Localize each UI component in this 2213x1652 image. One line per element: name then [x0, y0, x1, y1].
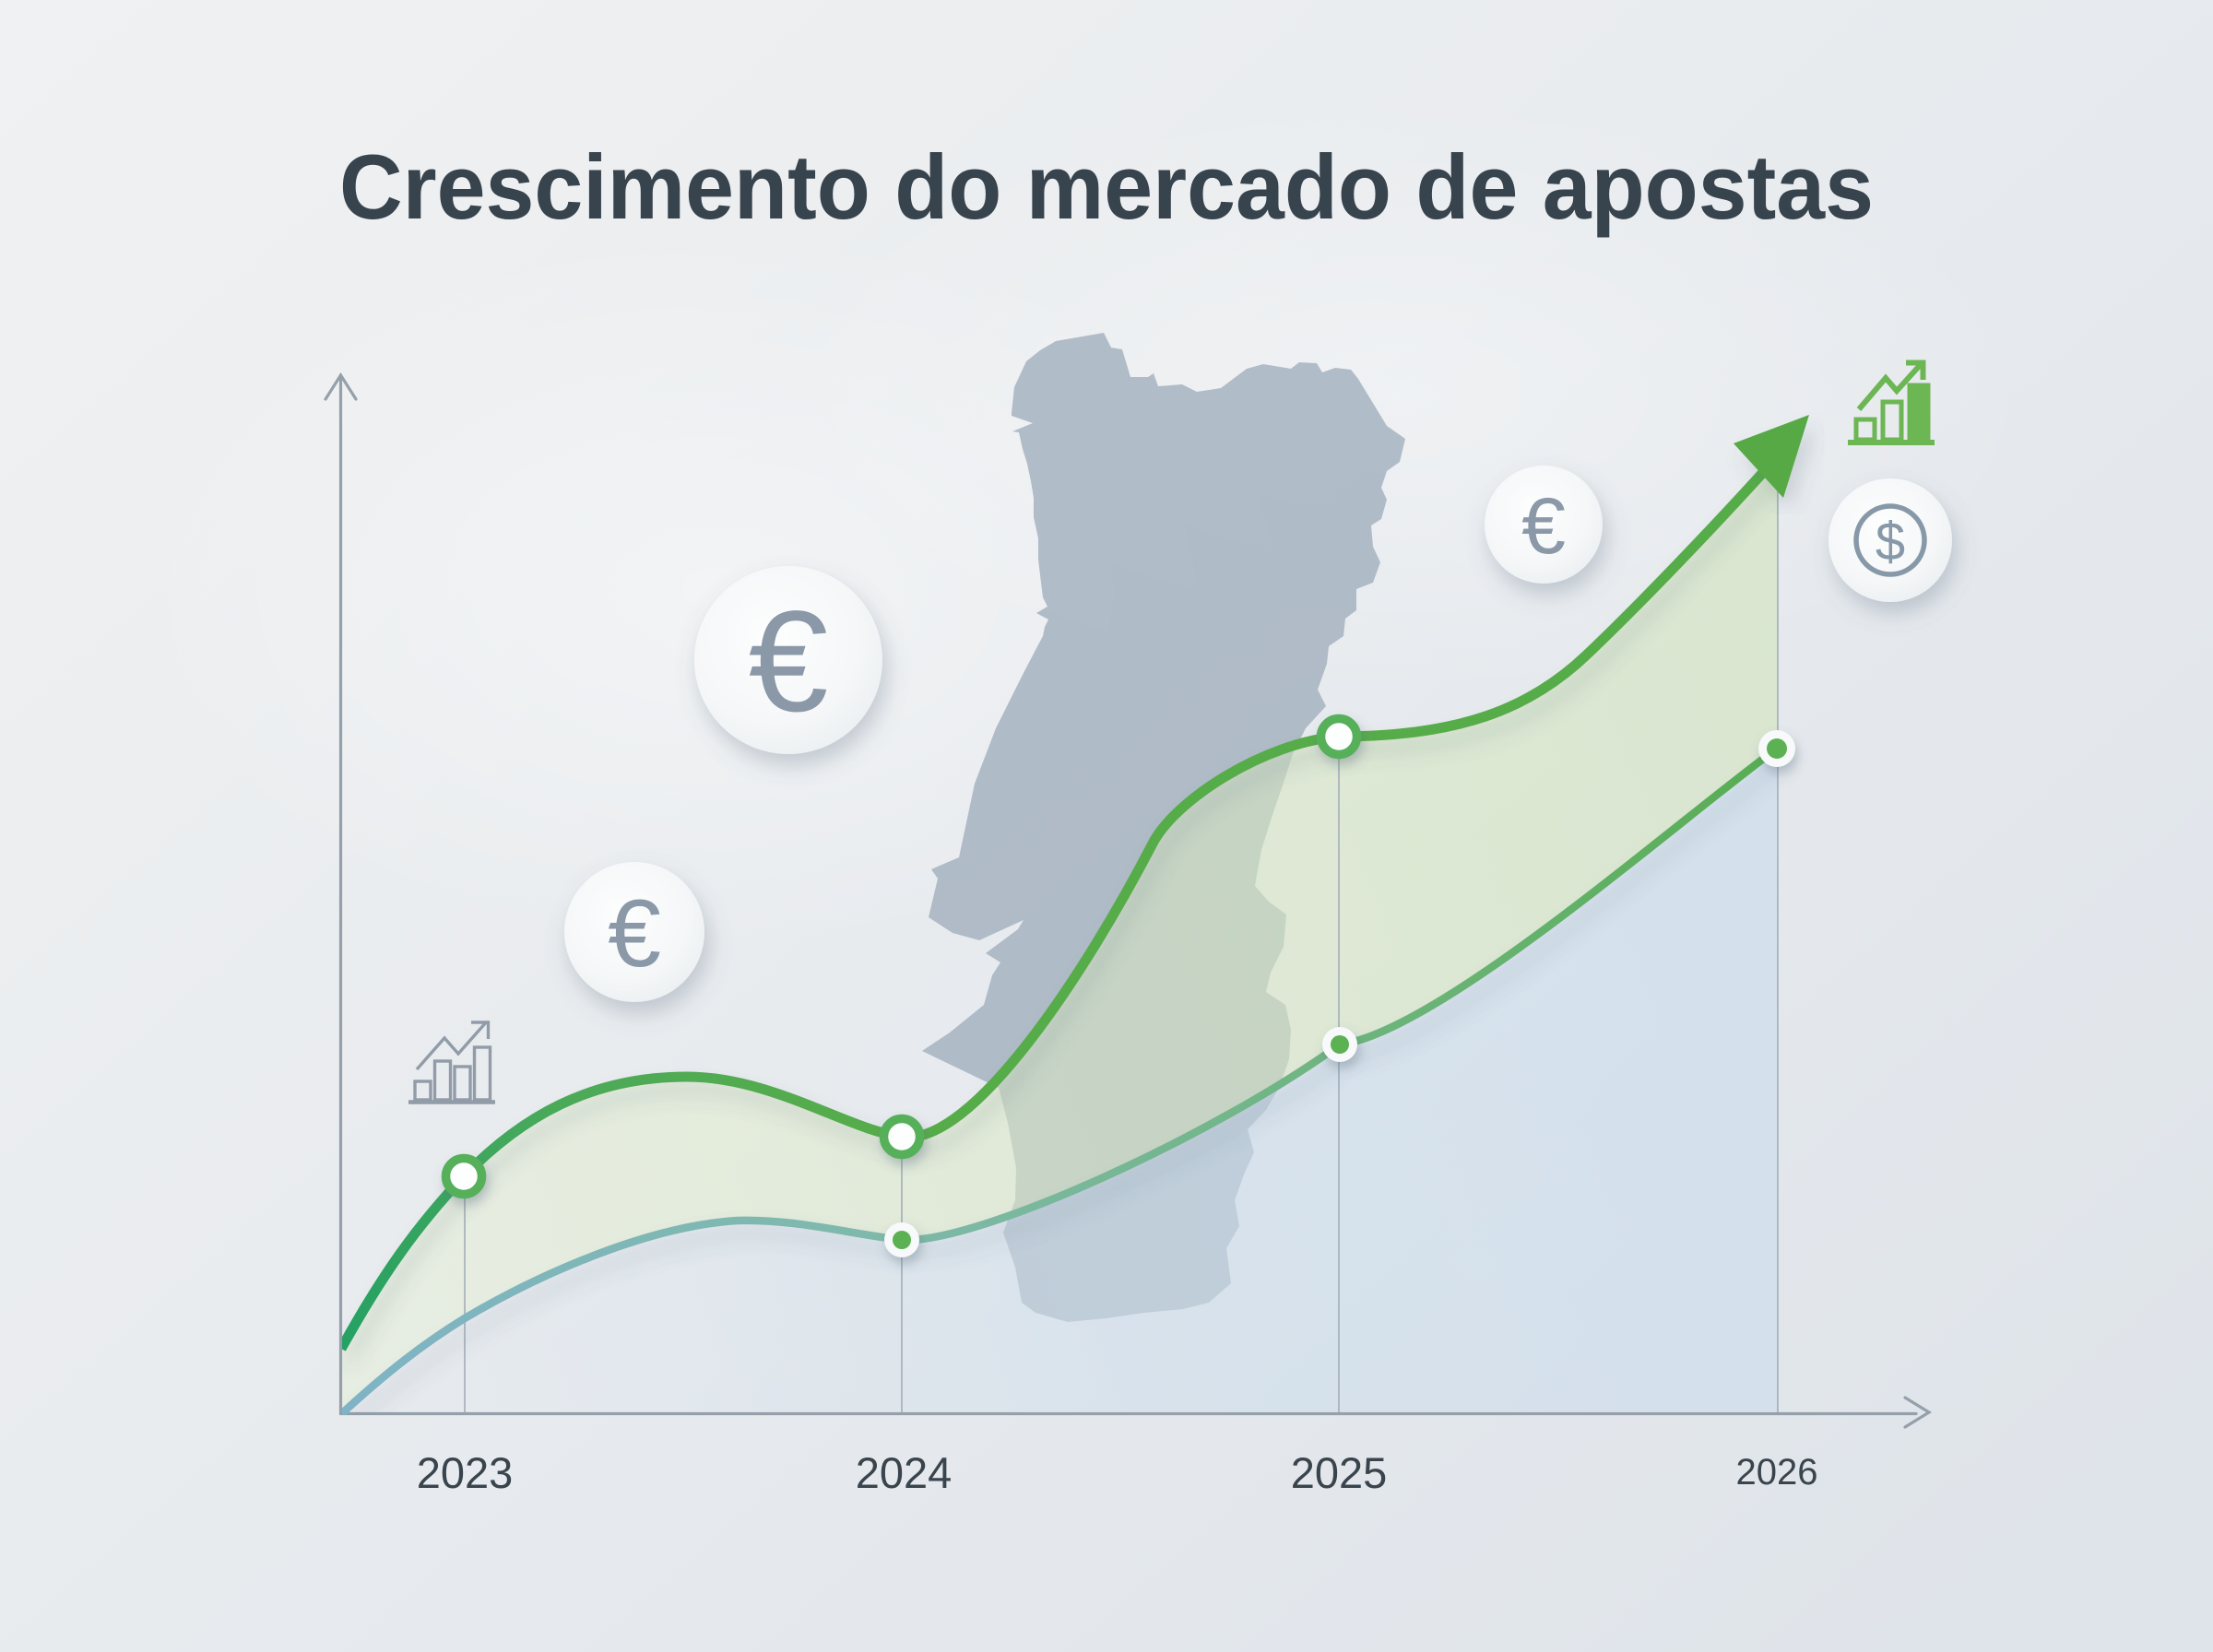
svg-text:$: $ — [1876, 512, 1905, 572]
svg-text:€: € — [608, 880, 661, 987]
svg-text:2024: 2024 — [856, 1448, 953, 1497]
svg-text:Crescimento do mercado de apos: Crescimento do mercado de apostas — [339, 136, 1874, 238]
svg-text:€: € — [749, 582, 829, 742]
svg-text:€: € — [1521, 482, 1566, 571]
svg-text:2025: 2025 — [1291, 1448, 1388, 1497]
svg-text:2026: 2026 — [1736, 1452, 1818, 1493]
svg-text:2023: 2023 — [417, 1448, 514, 1497]
